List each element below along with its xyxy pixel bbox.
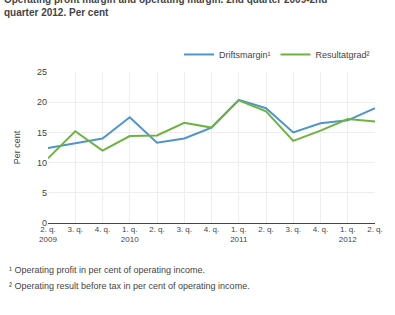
svg-text:3. q.: 3. q. xyxy=(67,225,83,234)
svg-text:2. q.: 2. q. xyxy=(149,225,165,234)
svg-text:Per cent: Per cent xyxy=(12,130,22,164)
svg-text:1. q.2011: 1. q.2011 xyxy=(230,225,248,244)
svg-text:2. q.: 2. q. xyxy=(367,225,383,234)
svg-text:4. q.: 4. q. xyxy=(313,225,329,234)
svg-text:0: 0 xyxy=(42,218,47,228)
svg-text:5: 5 xyxy=(42,188,47,198)
svg-text:Resultatgrad²: Resultatgrad² xyxy=(316,50,370,60)
svg-text:1. q.2010: 1. q.2010 xyxy=(121,225,139,244)
svg-text:10: 10 xyxy=(37,158,47,168)
svg-text:² Operating result before tax: ² Operating result before tax in per cen… xyxy=(9,281,250,291)
svg-text:1. q.2012: 1. q.2012 xyxy=(339,225,357,244)
svg-text:3. q.: 3. q. xyxy=(176,225,192,234)
svg-text:25: 25 xyxy=(37,67,47,77)
svg-text:15: 15 xyxy=(37,128,47,138)
svg-text:Operating profit margin and op: Operating profit margin and operating ma… xyxy=(4,0,327,18)
svg-text:4. q.: 4. q. xyxy=(95,225,111,234)
svg-text:Driftsmargin¹: Driftsmargin¹ xyxy=(219,50,271,60)
svg-text:3. q.: 3. q. xyxy=(285,225,301,234)
svg-text:¹ Operating profit in per cent: ¹ Operating profit in per cent of operat… xyxy=(9,265,205,275)
svg-text:20: 20 xyxy=(37,97,47,107)
svg-text:2. q.2009: 2. q.2009 xyxy=(39,225,57,244)
svg-text:2. q.: 2. q. xyxy=(258,225,274,234)
svg-text:4. q.: 4. q. xyxy=(204,225,220,234)
